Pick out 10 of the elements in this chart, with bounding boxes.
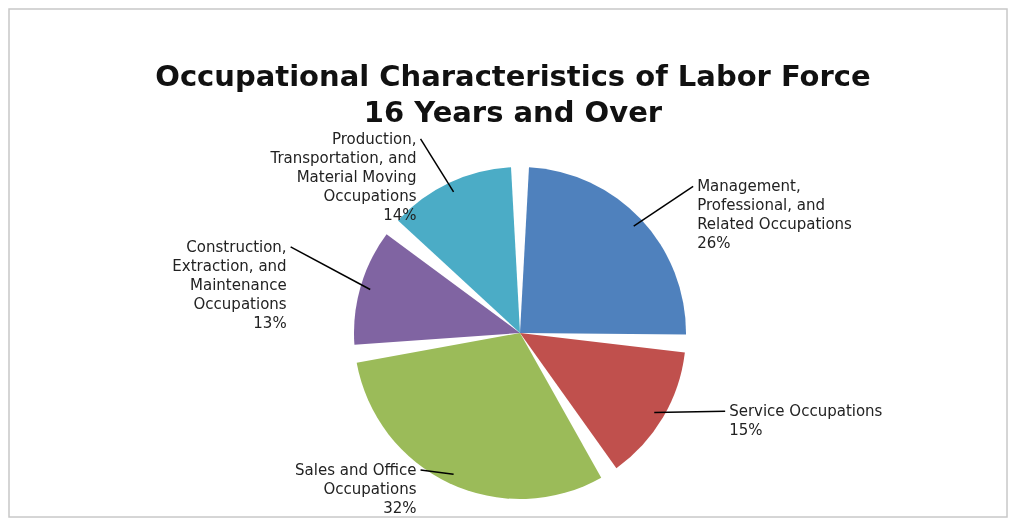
slice-label: Service Occupations <box>729 402 883 421</box>
data-label: 15% <box>729 421 763 440</box>
data-label: 32% <box>383 499 417 518</box>
data-label: 13% <box>253 313 287 332</box>
chart-title: Occupational Characteristics of Labor Force 16 Years and Over <box>155 59 871 129</box>
slice-label: Production, Transportation, and Material Moving Occupations <box>269 129 417 205</box>
slice-label: Sales and Office Occupations <box>295 461 417 499</box>
slice-label: Management, Professional, and Related Occupations <box>697 177 853 234</box>
data-label: 26% <box>697 234 731 253</box>
slice-label: Construction, Extraction, and Maintenance Occupations <box>172 237 287 313</box>
